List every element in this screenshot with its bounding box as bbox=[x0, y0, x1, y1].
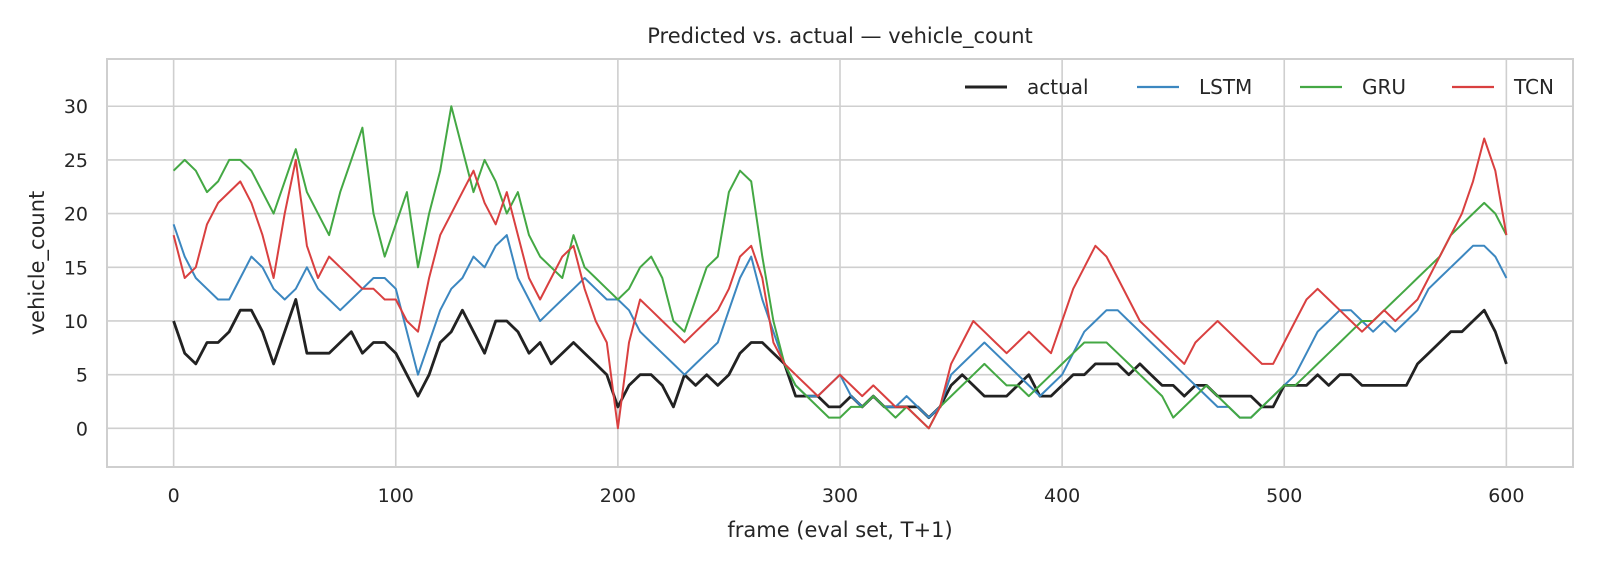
x-tick-label: 300 bbox=[822, 485, 858, 507]
x-axis-ticks: 0 100 200 300 400 500 600 bbox=[168, 485, 1525, 507]
y-axis-label: vehicle_count bbox=[25, 191, 50, 336]
legend-label-tcn: TCN bbox=[1513, 75, 1554, 99]
series-line-tcn bbox=[172, 137, 1508, 430]
series-line-gru bbox=[172, 105, 1508, 430]
legend-label-lstm: LSTM bbox=[1199, 75, 1252, 99]
x-tick-label: 500 bbox=[1266, 485, 1302, 507]
x-tick-label: 0 bbox=[168, 485, 180, 507]
x-axis-label: frame (eval set, T+1) bbox=[727, 518, 952, 542]
y-tick-label: 20 bbox=[64, 204, 88, 226]
y-tick-label: 30 bbox=[64, 96, 88, 118]
x-tick-label: 400 bbox=[1044, 485, 1080, 507]
chart-title: Predicted vs. actual — vehicle_count bbox=[647, 24, 1033, 49]
legend: actual LSTM GRU TCN bbox=[965, 75, 1554, 99]
legend-label-gru: GRU bbox=[1362, 75, 1406, 99]
x-tick-label: 100 bbox=[378, 485, 414, 507]
plot-frame bbox=[106, 58, 1574, 468]
y-tick-label: 10 bbox=[64, 311, 88, 333]
legend-label-actual: actual bbox=[1027, 75, 1089, 99]
y-tick-label: 0 bbox=[76, 418, 88, 440]
x-tick-label: 200 bbox=[600, 485, 636, 507]
y-tick-label: 15 bbox=[64, 257, 88, 279]
series-lines bbox=[172, 105, 1508, 430]
x-tick-label: 600 bbox=[1488, 485, 1524, 507]
y-tick-label: 5 bbox=[76, 365, 88, 387]
y-axis-ticks: 0 5 10 15 20 25 30 bbox=[64, 96, 88, 440]
y-tick-label: 25 bbox=[64, 150, 88, 172]
